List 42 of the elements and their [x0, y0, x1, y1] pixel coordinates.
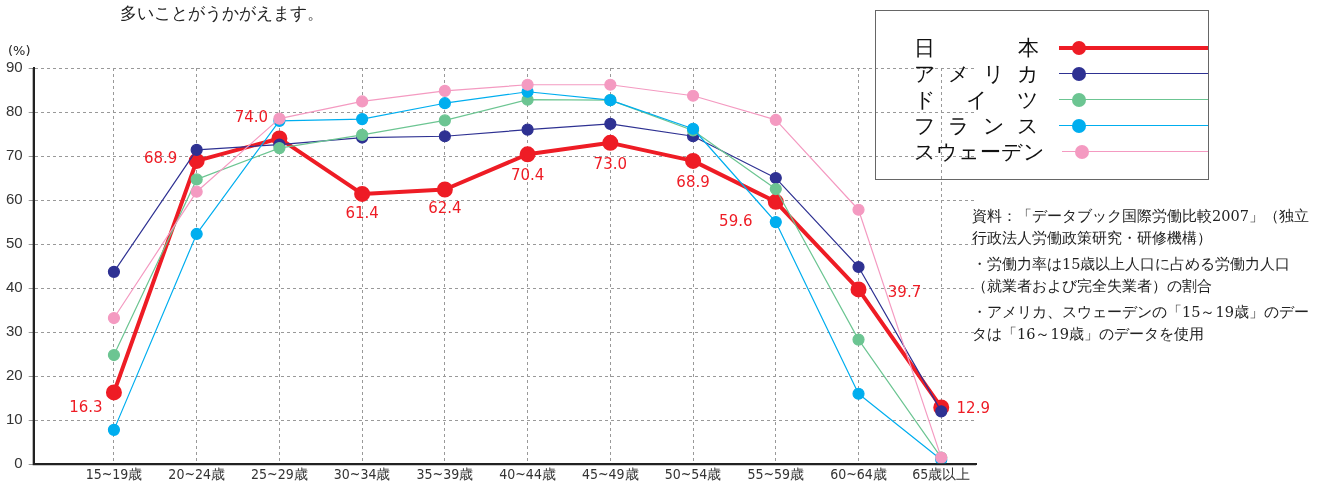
x-tick-label: 50~54歳	[664, 466, 722, 483]
x-tick-label: 40~44歳	[499, 466, 556, 483]
annotation: ・アメリカ、スウェーデンの「15～19歳」のデータは「16～19歳」のデータを使用	[972, 303, 1310, 344]
annotation: ・労働力率は15歳以上人口に占める労働力人口（就業者および完全失業者）の割合	[972, 255, 1292, 296]
y-tick-label: 50	[6, 234, 23, 252]
y-tick-label: 20	[6, 366, 23, 384]
data-label: 74.0	[234, 108, 269, 127]
data-label: 16.3	[69, 398, 103, 417]
data-label: 12.9	[956, 399, 990, 418]
y-tick-label: 90	[6, 58, 23, 76]
data-label: 59.6	[719, 211, 753, 230]
y-tick-label: 40	[6, 278, 23, 296]
legend-label: フランス	[914, 114, 1040, 138]
data-label: 62.4	[428, 199, 462, 218]
x-tick-label: 30~34歳	[333, 466, 391, 483]
text: 日本	[914, 36, 1040, 60]
data-label: 68.9	[676, 172, 710, 191]
legend-label: アメリカ	[914, 62, 1040, 86]
y-tick-label: 30	[6, 322, 23, 340]
data-label: 68.9	[143, 148, 178, 167]
y-tick-label: 70	[6, 146, 23, 164]
x-tick-label: 60~64歳	[830, 466, 887, 483]
y-tick-label: 60	[6, 190, 23, 208]
x-tick-label: 15~19歳	[85, 466, 143, 483]
x-tick-label: 25~29歳	[251, 466, 308, 483]
x-tick-label: 55~59歳	[747, 466, 805, 483]
text: ドイツ	[914, 88, 1040, 112]
y-axis-title: (%)	[8, 43, 31, 58]
annotation: 資料：「データブック国際労働比較2007」（独立行政法人労働政策研究・研修機構）	[972, 207, 1310, 248]
data-label: 73.0	[593, 154, 628, 173]
data-label: 61.4	[345, 203, 379, 222]
y-tick-label: 0	[14, 454, 23, 472]
x-tick-label: 20~24歳	[168, 466, 225, 483]
x-tick-label: 35~39歳	[416, 466, 474, 483]
y-tick-label: 80	[6, 102, 23, 120]
data-label: 70.4	[510, 166, 545, 185]
y-tick-label: 10	[6, 410, 23, 428]
legend-label: スウェーデン	[914, 140, 1045, 164]
x-tick-label: 45~49歳	[582, 466, 639, 483]
data-label: 39.7	[887, 283, 922, 302]
x-tick-label: 65歳以上	[912, 466, 971, 483]
text: 多いことがうかがえます。	[120, 2, 324, 25]
